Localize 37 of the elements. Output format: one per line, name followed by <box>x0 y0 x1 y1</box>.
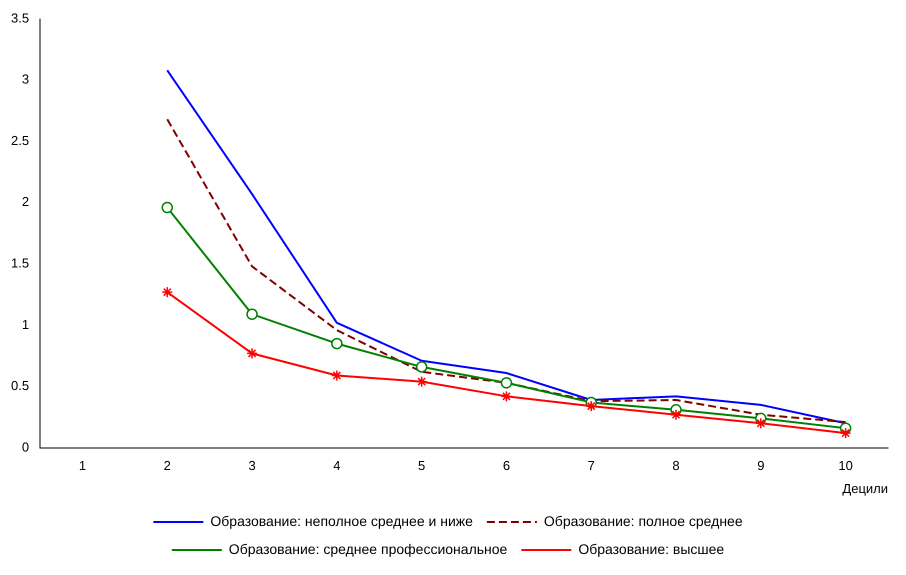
point <box>585 400 597 412</box>
point <box>331 370 343 382</box>
y-tick-label: 0.5 <box>10 378 30 394</box>
y-tick-label: 1.5 <box>10 256 30 271</box>
point <box>416 361 428 373</box>
x-tick-label: 4 <box>333 458 340 474</box>
x-tick-label: 5 <box>418 458 426 474</box>
point <box>416 376 428 388</box>
point <box>500 377 512 389</box>
y-tick-label: 2 <box>22 194 30 210</box>
y-tick-label: 2.5 <box>10 132 30 148</box>
x-tick-label: 9 <box>757 458 764 474</box>
x-tick-label: 10 <box>838 458 853 474</box>
point <box>500 390 512 402</box>
y-tick-label: 0 <box>22 439 30 454</box>
legend-label: Образование: неполное среднее и ниже <box>210 512 474 529</box>
x-axis-title: Децили <box>842 480 888 496</box>
point <box>840 427 852 439</box>
point <box>246 348 258 360</box>
y-tick-label: 3.5 <box>10 10 30 26</box>
point <box>162 286 174 298</box>
x-tick-label: 1 <box>78 458 86 474</box>
x-tick-label: 3 <box>248 458 256 474</box>
x-tick-label: 7 <box>588 458 595 474</box>
x-tick-label: 2 <box>164 458 171 474</box>
legend-label: Образование: полное среднее <box>544 512 743 529</box>
x-tick-label: 6 <box>502 458 510 474</box>
point <box>331 338 343 350</box>
point <box>670 408 682 420</box>
point <box>162 202 174 214</box>
legend-label: Образование: высшее <box>578 540 724 557</box>
y-tick-label: 3 <box>22 72 30 87</box>
x-tick-label: 8 <box>672 458 680 474</box>
point <box>755 418 767 430</box>
legend-label: Образование: среднее профессиональное <box>228 540 508 557</box>
y-tick-label: 1 <box>22 316 30 332</box>
point <box>246 308 258 320</box>
